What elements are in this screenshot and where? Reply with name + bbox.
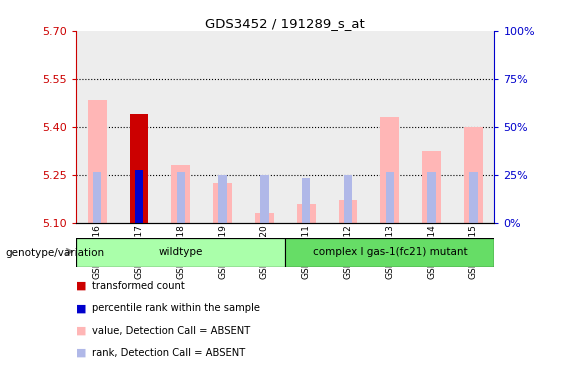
Text: complex I gas-1(fc21) mutant: complex I gas-1(fc21) mutant xyxy=(312,247,467,258)
Bar xyxy=(93,172,101,223)
Bar xyxy=(464,127,483,223)
Bar xyxy=(88,99,107,223)
Bar xyxy=(369,31,411,223)
Bar xyxy=(344,175,352,223)
Bar xyxy=(327,31,369,223)
Text: transformed count: transformed count xyxy=(92,281,185,291)
Bar xyxy=(219,175,227,223)
Bar xyxy=(386,172,394,223)
Bar xyxy=(470,172,477,223)
Bar xyxy=(244,31,285,223)
Bar xyxy=(380,117,399,223)
Bar xyxy=(302,178,310,223)
Text: ■: ■ xyxy=(76,281,87,291)
Text: ■: ■ xyxy=(76,326,87,336)
Bar xyxy=(76,238,285,267)
Text: percentile rank within the sample: percentile rank within the sample xyxy=(92,303,260,313)
Bar xyxy=(297,204,316,223)
Bar xyxy=(160,31,202,223)
Bar xyxy=(453,31,494,223)
Bar xyxy=(422,151,441,223)
Bar xyxy=(255,213,274,223)
Bar xyxy=(118,31,160,223)
Bar xyxy=(177,172,185,223)
Text: value, Detection Call = ABSENT: value, Detection Call = ABSENT xyxy=(92,326,250,336)
Bar xyxy=(411,31,453,223)
Bar xyxy=(171,165,190,223)
Bar xyxy=(428,172,436,223)
Text: genotype/variation: genotype/variation xyxy=(6,248,105,258)
Title: GDS3452 / 191289_s_at: GDS3452 / 191289_s_at xyxy=(206,17,365,30)
Bar xyxy=(202,31,244,223)
Bar xyxy=(213,183,232,223)
Bar xyxy=(338,200,358,223)
Bar xyxy=(135,170,143,223)
Bar xyxy=(129,114,149,223)
Bar xyxy=(285,238,494,267)
Bar xyxy=(260,175,268,223)
Bar xyxy=(129,117,149,223)
Text: ■: ■ xyxy=(76,303,87,313)
Bar xyxy=(285,31,327,223)
Bar xyxy=(135,172,143,223)
Text: rank, Detection Call = ABSENT: rank, Detection Call = ABSENT xyxy=(92,348,245,358)
Text: wildtype: wildtype xyxy=(159,247,203,258)
Text: ■: ■ xyxy=(76,348,87,358)
Bar xyxy=(76,31,118,223)
